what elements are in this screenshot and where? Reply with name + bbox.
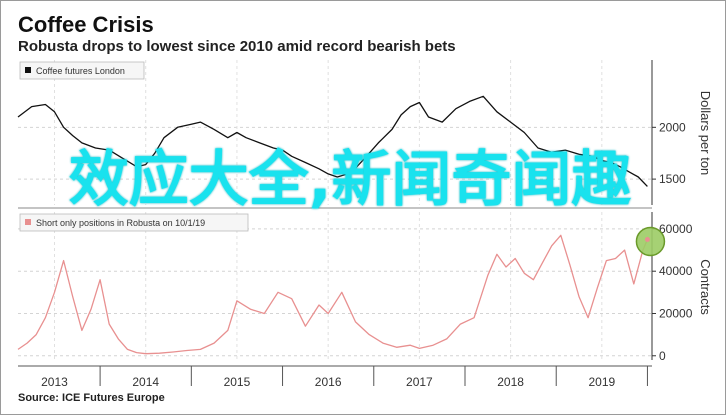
latest-value-highlight — [635, 226, 666, 257]
latest-value-dot — [644, 236, 650, 242]
bottom-ytick-label-0: 0 — [659, 349, 666, 363]
series-line-short-positions — [17, 234, 648, 355]
legend-short-positions-label: Short only positions in Robusta on 10/1/… — [36, 218, 205, 228]
x-tick-label-5: 2018 — [497, 375, 524, 389]
legend-coffee-futures-swatch — [25, 67, 31, 73]
x-tick-label-2: 2015 — [224, 375, 251, 389]
legend-short-positions-box — [19, 213, 249, 232]
bottom-ytick-label-1: 20000 — [659, 306, 693, 320]
top-ytick-label-0: 1500 — [659, 172, 686, 186]
chart-title: Coffee Crisis — [18, 12, 154, 37]
x-tick-label-3: 2016 — [315, 375, 342, 389]
chart-source: Source: ICE Futures Europe — [18, 392, 165, 404]
x-tick-label-1: 2014 — [132, 375, 159, 389]
legend-coffee-futures-box — [19, 61, 145, 80]
overlay-watermark-text: 效应大全,新闻奇闻趣 — [68, 145, 632, 215]
legend-coffee-futures: Coffee futures London — [19, 61, 145, 80]
legend-short-positions: Short only positions in Robusta on 10/1/… — [19, 213, 249, 232]
x-tick-label-4: 2017 — [406, 375, 433, 389]
chart-subtitle: Robusta drops to lowest since 2010 amid … — [18, 38, 456, 55]
bottom-axis-title: Contracts — [698, 259, 713, 315]
legend-coffee-futures-label: Coffee futures London — [36, 66, 125, 76]
x-tick-label-0: 2013 — [41, 375, 68, 389]
series-line-coffee-futures — [17, 95, 648, 187]
bottom-ytick-label-3: 60000 — [659, 222, 693, 236]
top-axis-title: Dollars per ton — [698, 91, 713, 176]
top-ytick-label-1: 2000 — [659, 120, 686, 134]
legend-short-positions-swatch — [25, 219, 31, 225]
bottom-ytick-label-2: 40000 — [659, 264, 693, 278]
x-tick-label-6: 2019 — [588, 375, 615, 389]
